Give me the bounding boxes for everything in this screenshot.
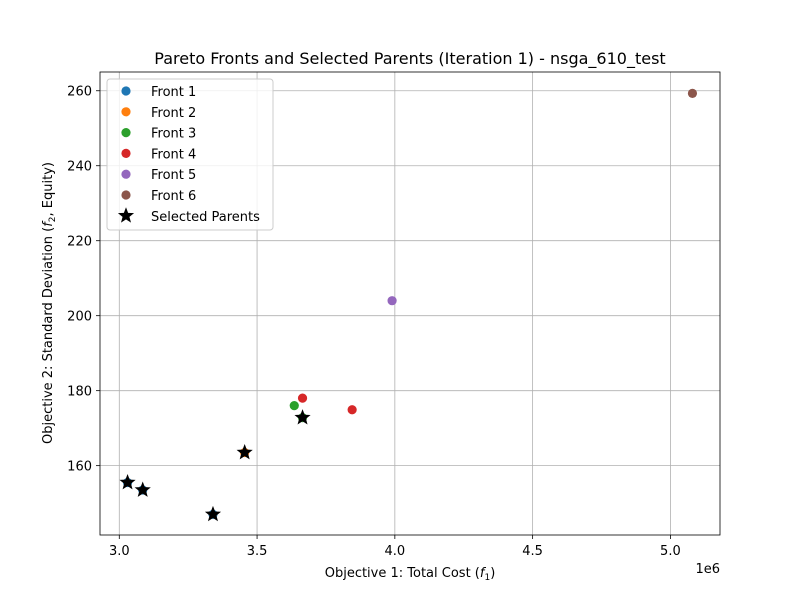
selected-parents-star-point <box>119 474 136 490</box>
y-tick-label: 260 <box>67 85 92 100</box>
legend-label-front-2: Front 2 <box>151 106 196 121</box>
selected-parents-star-point <box>134 481 151 497</box>
legend-label-front-1: Front 1 <box>151 85 196 100</box>
grid <box>100 72 720 535</box>
front-3-point <box>289 401 299 411</box>
legend-marker-front-2 <box>121 107 131 117</box>
legend-marker-front-1 <box>121 86 131 96</box>
front-5-point <box>387 296 397 306</box>
front-6-point <box>687 88 698 98</box>
front-4-point <box>347 405 357 415</box>
x-tick-label: 3.5 <box>247 544 268 559</box>
legend-marker-front-3 <box>121 128 131 138</box>
selected-parents-star-point <box>236 444 253 460</box>
selected-parents-star-point <box>204 505 222 522</box>
legend-marker-front-5 <box>121 169 131 179</box>
x-axis-label: Objective 1: Total Cost (f1) <box>325 566 496 583</box>
selected-parents-star-point <box>294 409 311 425</box>
legend-label-front-6: Front 6 <box>151 189 196 204</box>
y-axis-label: Objective 2: Standard Deviation (f2, Equ… <box>41 162 58 444</box>
x-tick-label: 4.5 <box>522 544 543 559</box>
front-4-point <box>297 393 308 403</box>
y-tick-label: 240 <box>67 160 92 175</box>
x-tick-label: 4.0 <box>385 544 406 559</box>
x-tick-label: 3.0 <box>109 544 130 559</box>
legend: Front 1 Front 2 Front 3 Front 4 Front 5 Front… <box>106 78 274 231</box>
legend-label-front-5: Front 5 <box>151 168 196 183</box>
axis-ticks: 3.0 3.5 4.0 4.5 5.0 160 180 200 220 240 260 <box>67 85 681 559</box>
legend-label-front-3: Front 3 <box>151 127 196 142</box>
x-axis-offset-label: 1e6 <box>695 562 720 577</box>
y-tick-label: 220 <box>67 235 92 250</box>
legend-label-front-4: Front 4 <box>151 147 196 162</box>
legend-marker-selected-parents <box>117 207 135 223</box>
legend-marker-front-4 <box>121 148 131 158</box>
legend-marker-front-6 <box>121 190 131 200</box>
x-tick-label: 5.0 <box>660 544 681 559</box>
y-tick-label: 180 <box>67 385 92 400</box>
data-marks <box>119 88 698 522</box>
y-tick-label: 200 <box>67 310 92 325</box>
y-tick-label: 160 <box>67 460 92 475</box>
legend-label-selected-parents: Selected Parents <box>151 210 260 225</box>
legend-box <box>106 78 274 231</box>
chart-title: Pareto Fronts and Selected Parents (Iter… <box>154 49 665 69</box>
axes-frame <box>99 71 721 536</box>
